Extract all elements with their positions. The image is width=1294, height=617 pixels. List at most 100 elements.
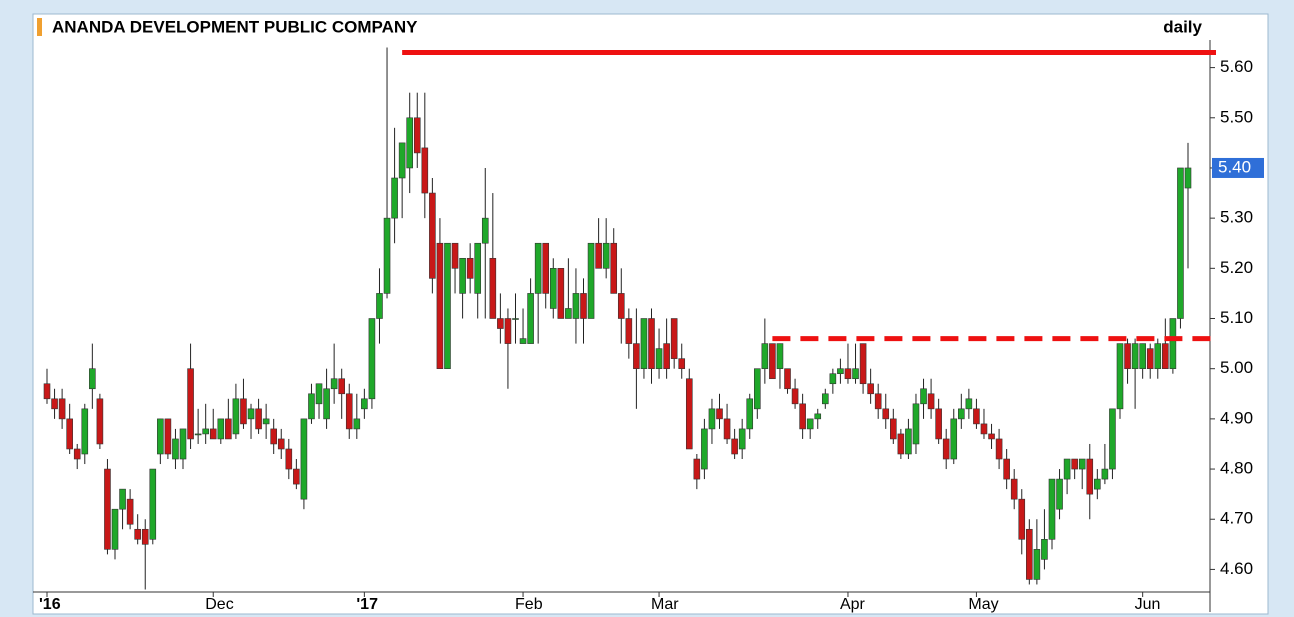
candle-body [935, 408, 942, 440]
candle-body [391, 177, 398, 219]
y-tick-label: 5.60 [1220, 57, 1253, 76]
candle-body [1063, 458, 1071, 480]
candle-body [104, 468, 111, 550]
candle-body [338, 378, 345, 395]
candle-body [693, 458, 701, 480]
candle-body [43, 383, 51, 400]
candle-body [436, 242, 444, 369]
candle-body [429, 192, 436, 279]
candle-body [194, 433, 202, 436]
candle-body [1026, 528, 1033, 580]
candle-body [1184, 167, 1192, 189]
candle-body [784, 368, 791, 390]
candle-body [277, 438, 285, 450]
candle-body [497, 318, 504, 329]
y-tick-label: 4.70 [1220, 509, 1253, 528]
candle-body [406, 117, 414, 169]
title-marker [37, 18, 42, 36]
candle-body [731, 438, 738, 455]
candle-body [232, 398, 240, 435]
candle-body [821, 393, 829, 405]
y-tick-label: 4.90 [1220, 408, 1253, 427]
candle-body [1139, 343, 1146, 369]
candle-body [96, 398, 104, 445]
candle-body [1162, 343, 1169, 369]
candle-body [73, 448, 81, 460]
candle-body [587, 242, 595, 319]
candle-body [519, 338, 527, 344]
candle-body [240, 398, 247, 425]
x-tick-label: Apr [840, 596, 866, 613]
candle-body [1109, 408, 1116, 470]
candle-body [980, 423, 988, 435]
candle-body [451, 242, 459, 269]
candle-body [300, 418, 308, 500]
candle-body [685, 378, 693, 450]
candle-body [595, 242, 602, 269]
candle-body [164, 418, 172, 455]
candle-body [134, 528, 141, 540]
candle-body [481, 217, 489, 244]
candle-body [640, 318, 648, 369]
candle-body [814, 413, 822, 420]
candle-body [670, 318, 678, 359]
candle-body [663, 343, 670, 369]
candle-body [791, 388, 799, 405]
candle-body [421, 147, 429, 194]
candle-body [557, 268, 565, 319]
x-tick-label: Mar [651, 596, 679, 613]
candle-body [912, 403, 920, 445]
candle-body [648, 318, 655, 369]
candle-body [466, 257, 474, 279]
candle-body [398, 142, 406, 179]
candle-body [1078, 458, 1086, 470]
candle-body [187, 368, 194, 440]
y-tick-label: 5.20 [1220, 258, 1253, 277]
candle-body [527, 293, 534, 344]
candle-body [874, 393, 882, 410]
candle-body [459, 257, 466, 294]
candle-body [958, 408, 965, 420]
candle-body [1101, 468, 1109, 480]
chart-title: ANANDA DEVELOPMENT PUBLIC COMPANY [52, 17, 418, 36]
candle-body [973, 408, 980, 425]
candle-body [867, 383, 874, 395]
candle-body [852, 368, 859, 380]
candle-body [761, 343, 769, 369]
x-tick-label: May [968, 596, 998, 613]
candle-body [489, 257, 497, 319]
candle-body [308, 393, 315, 420]
candle-body [157, 418, 164, 455]
candle-body [806, 418, 814, 430]
candle-body [897, 433, 905, 455]
candle-body [119, 488, 126, 510]
candle-body [293, 468, 300, 485]
candle-body [172, 438, 179, 460]
last-price-label: 5.40 [1218, 157, 1251, 176]
x-tick-label: '16 [39, 596, 61, 613]
candle-body [942, 438, 950, 460]
candle-body [1056, 478, 1063, 510]
candle-body [330, 378, 338, 390]
candle-body [1154, 343, 1162, 369]
candle-body [988, 433, 995, 440]
candle-body [81, 408, 89, 455]
candle-body [217, 418, 225, 440]
candle-body [859, 343, 867, 385]
candle-body [66, 418, 73, 450]
plot-panel [32, 13, 1269, 615]
candle-body [376, 293, 383, 319]
y-tick-label: 4.60 [1220, 559, 1253, 578]
y-tick-label: 4.80 [1220, 459, 1253, 478]
candle-body [126, 498, 134, 525]
candle-body [882, 408, 890, 420]
candle-body [1010, 478, 1018, 500]
candle-body [209, 428, 217, 440]
candle-body [504, 318, 512, 344]
candle-body [1146, 348, 1154, 369]
candle-body [368, 318, 376, 400]
candle-body [1169, 318, 1177, 369]
candle-body [1041, 539, 1048, 560]
candle-body [625, 318, 633, 344]
